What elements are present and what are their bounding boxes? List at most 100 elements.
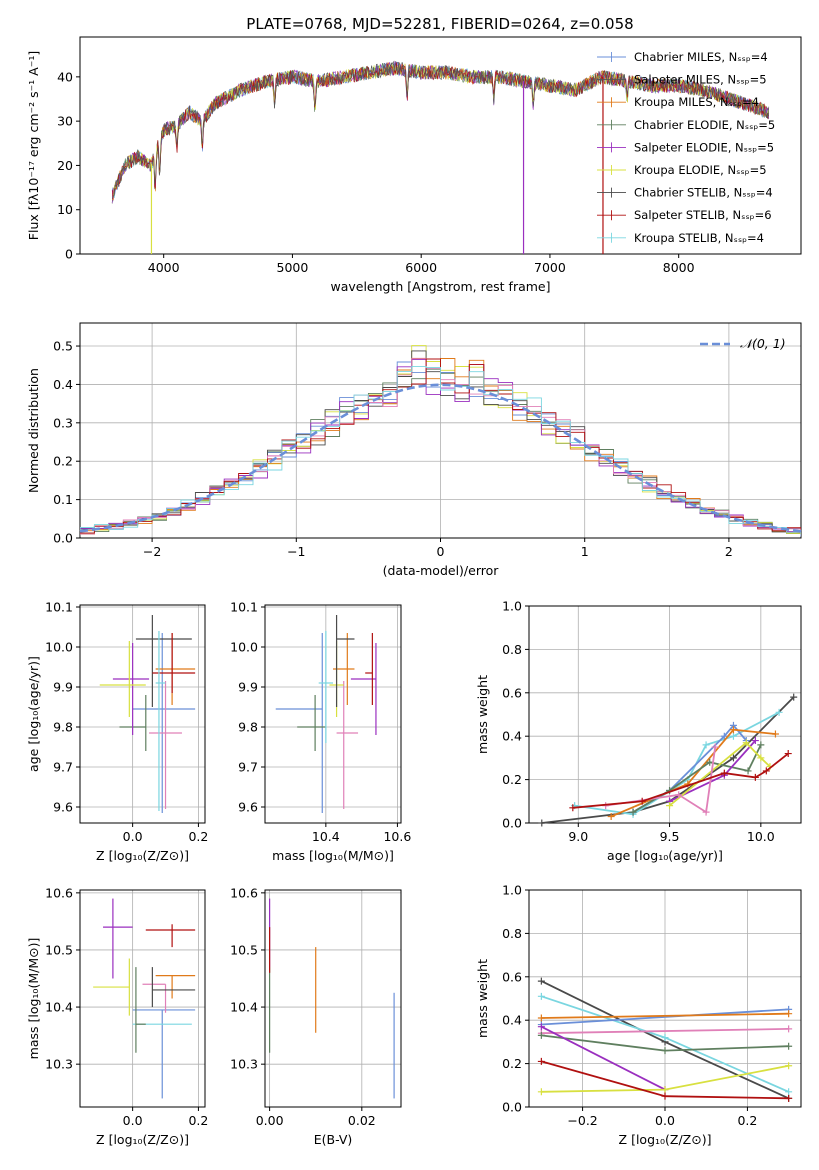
y-tick-label: 10.0 bbox=[45, 640, 73, 655]
weight-marker bbox=[785, 1042, 793, 1050]
y-tick-label: 9.7 bbox=[238, 760, 258, 775]
x-tick-label: 0.00 bbox=[256, 1113, 284, 1128]
legend-label: Salpeter STELIB, Nₛₛₚ=6 bbox=[634, 208, 772, 222]
y-tick-label: 0.4 bbox=[502, 729, 522, 744]
weight-marker bbox=[537, 1014, 545, 1022]
y-tick-label: 0.2 bbox=[502, 772, 522, 787]
y-tick-label: 10.0 bbox=[230, 640, 258, 655]
weight-marker bbox=[569, 804, 577, 812]
y-tick-label: 10.6 bbox=[230, 885, 258, 900]
spectrum-model-line bbox=[111, 62, 770, 201]
y-tick-label: 10.4 bbox=[45, 1000, 73, 1015]
axes-frame bbox=[528, 605, 802, 824]
x-axis-label: E(B-V) bbox=[314, 1132, 353, 1147]
weight-marker bbox=[538, 819, 546, 827]
y-tick-label: 10.1 bbox=[45, 600, 73, 615]
legend-label: Chabrier MILES, Nₛₛₚ=4 bbox=[634, 50, 768, 64]
y-tick-label: 9.6 bbox=[53, 800, 73, 815]
weight-marker bbox=[537, 977, 545, 985]
normal-curve bbox=[79, 383, 802, 533]
weight-marker bbox=[661, 1086, 669, 1094]
weight-line bbox=[669, 741, 771, 807]
weight-marker bbox=[744, 767, 752, 775]
weight-marker bbox=[775, 708, 783, 716]
histogram-step bbox=[80, 359, 801, 533]
weight-marker bbox=[537, 992, 545, 1000]
weight-marker bbox=[785, 1010, 793, 1018]
axes-frame bbox=[79, 604, 206, 824]
spectrum-model-line bbox=[111, 63, 770, 201]
x-tick-label: 8000 bbox=[663, 260, 695, 275]
y-tick-label: 1.0 bbox=[502, 883, 522, 898]
y-tick-label: 1.0 bbox=[502, 599, 522, 614]
y-tick-label: 9.9 bbox=[238, 680, 258, 695]
weight-marker bbox=[751, 737, 759, 745]
weight-marker bbox=[729, 754, 737, 762]
x-tick-label: 6000 bbox=[405, 260, 437, 275]
legend-label: 𝒩(0, 1) bbox=[740, 336, 786, 351]
weight-marker bbox=[702, 741, 710, 749]
x-tick-label: 2 bbox=[725, 544, 733, 559]
y-tick-label: 0.4 bbox=[53, 377, 73, 392]
weight-line bbox=[541, 696, 795, 824]
x-tick-label: 4000 bbox=[148, 260, 180, 275]
y-axis-label: mass weight bbox=[475, 959, 490, 1038]
x-tick-label: 5000 bbox=[277, 260, 309, 275]
spectrum-model-line bbox=[111, 60, 770, 199]
x-axis-label: age [log₁₀(age/yr)] bbox=[607, 848, 723, 863]
weight-line bbox=[541, 1028, 789, 1035]
y-tick-label: 0.0 bbox=[502, 1100, 522, 1115]
legend-label: Salpeter MILES, Nₛₛₚ=5 bbox=[634, 73, 767, 87]
weight-line bbox=[541, 1012, 789, 1019]
x-tick-label: −0.2 bbox=[567, 1113, 597, 1128]
weight-marker bbox=[757, 754, 765, 762]
y-tick-label: 10.1 bbox=[230, 600, 258, 615]
x-tick-label: 7000 bbox=[534, 260, 566, 275]
weight-marker bbox=[751, 773, 759, 781]
y-tick-label: 0.2 bbox=[502, 1056, 522, 1071]
weight-marker bbox=[711, 743, 719, 751]
weight-marker bbox=[757, 741, 765, 749]
y-tick-label: 20 bbox=[57, 158, 73, 173]
y-tick-label: 30 bbox=[57, 114, 73, 129]
legend-label: Chabrier STELIB, Nₛₛₚ=4 bbox=[634, 186, 773, 200]
weight-line bbox=[572, 752, 789, 809]
y-tick-label: 10.4 bbox=[230, 1000, 258, 1015]
weight-marker bbox=[762, 767, 770, 775]
legend-label: Kroupa STELIB, Nₛₛₚ=4 bbox=[634, 231, 764, 245]
x-tick-label: 10.6 bbox=[383, 829, 411, 844]
y-tick-label: 0.5 bbox=[53, 339, 73, 354]
x-axis-label: Z [log₁₀(Z/Z⊙)] bbox=[96, 848, 189, 863]
axes-frame bbox=[79, 889, 206, 1108]
x-tick-label: 10.0 bbox=[747, 829, 775, 844]
weight-marker bbox=[675, 791, 683, 799]
x-tick-label: 0 bbox=[437, 544, 445, 559]
x-tick-label: 0.0 bbox=[655, 1113, 675, 1128]
weight-marker bbox=[638, 797, 646, 805]
y-tick-label: 0.0 bbox=[53, 531, 73, 546]
weight-marker bbox=[729, 726, 737, 734]
weight-marker bbox=[537, 1057, 545, 1065]
x-axis-label: wavelength [Angstrom, rest frame] bbox=[330, 279, 550, 294]
y-tick-label: 10.3 bbox=[45, 1057, 73, 1072]
weight-marker bbox=[702, 808, 710, 816]
axes-frame bbox=[79, 36, 802, 255]
x-tick-label: 0.2 bbox=[188, 829, 208, 844]
figure-title: PLATE=0768, MJD=52281, FIBERID=0264, z=0… bbox=[246, 15, 633, 33]
y-tick-label: 0.1 bbox=[53, 492, 73, 507]
x-tick-label: 9.0 bbox=[568, 829, 588, 844]
y-tick-label: 10.5 bbox=[230, 942, 258, 957]
y-tick-label: 10.3 bbox=[230, 1057, 258, 1072]
legend-label: Salpeter ELODIE, Nₛₛₚ=5 bbox=[634, 140, 774, 154]
y-tick-label: 0.4 bbox=[502, 1013, 522, 1028]
x-tick-label: −1 bbox=[287, 544, 305, 559]
axes-frame bbox=[264, 889, 402, 1108]
y-tick-label: 0.8 bbox=[502, 926, 522, 941]
weight-marker bbox=[661, 1034, 669, 1042]
x-tick-label: 0.2 bbox=[737, 1113, 757, 1128]
y-tick-label: 9.8 bbox=[53, 720, 73, 735]
weight-marker bbox=[607, 812, 615, 820]
weight-marker bbox=[666, 802, 674, 810]
weight-marker bbox=[785, 1088, 793, 1096]
y-tick-label: 9.7 bbox=[53, 760, 73, 775]
